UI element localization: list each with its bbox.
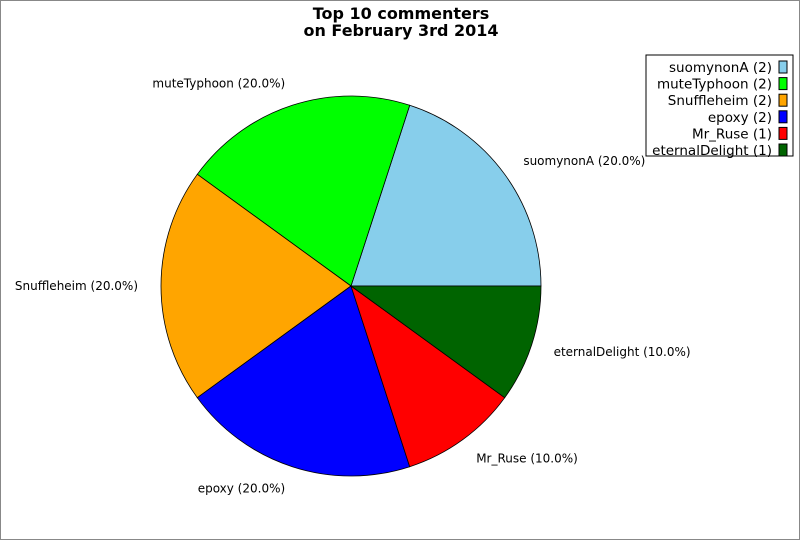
slice-label-Snuffleheim: Snuffleheim (20.0%) (15, 279, 138, 293)
legend-swatch-muteTyphoon (778, 77, 788, 91)
legend-entry-Mr_Ruse: Mr_Ruse (1) (692, 126, 772, 142)
slice-label-suomynonA: suomynonA (20.0%) (523, 154, 645, 168)
pie-slice-epoxy (196, 285, 411, 477)
legend-box (645, 54, 794, 157)
legend-swatch-Snuffleheim (778, 93, 788, 107)
legend-swatch-epoxy (778, 110, 788, 124)
slice-label-epoxy: epoxy (20.0%) (198, 482, 285, 496)
chart-title-line-1: Top 10 commenters (313, 4, 490, 23)
legend-swatch-eternalDelight (778, 143, 788, 157)
pie-slice-eternalDelight (349, 285, 542, 399)
legend-swatch-Mr_Ruse (778, 126, 788, 140)
chart-title-line-2: on February 3rd 2014 (303, 21, 498, 40)
legend-entry-eternalDelight: eternalDelight (1) (652, 143, 772, 159)
slice-label-muteTyphoon: muteTyphoon (20.0%) (152, 76, 285, 90)
slice-label-Mr_Ruse: Mr_Ruse (10.0%) (476, 451, 578, 465)
legend-entry-suomynonA: suomynonA (2) (669, 60, 772, 76)
legend-entry-Snuffleheim: Snuffleheim (2) (668, 93, 772, 109)
pie-slice-Snuffleheim (160, 173, 352, 399)
pie-slice-Mr_Ruse (350, 284, 506, 468)
legend-swatch-suomynonA (778, 60, 788, 74)
slice-label-eternalDelight: eternalDelight (10.0%) (554, 345, 691, 359)
legend-entry-epoxy: epoxy (2) (708, 110, 772, 126)
pie-slice-suomynonA (350, 104, 542, 287)
legend-entry-muteTyphoon: muteTyphoon (2) (657, 77, 772, 93)
pie-slice-muteTyphoon (196, 95, 411, 287)
